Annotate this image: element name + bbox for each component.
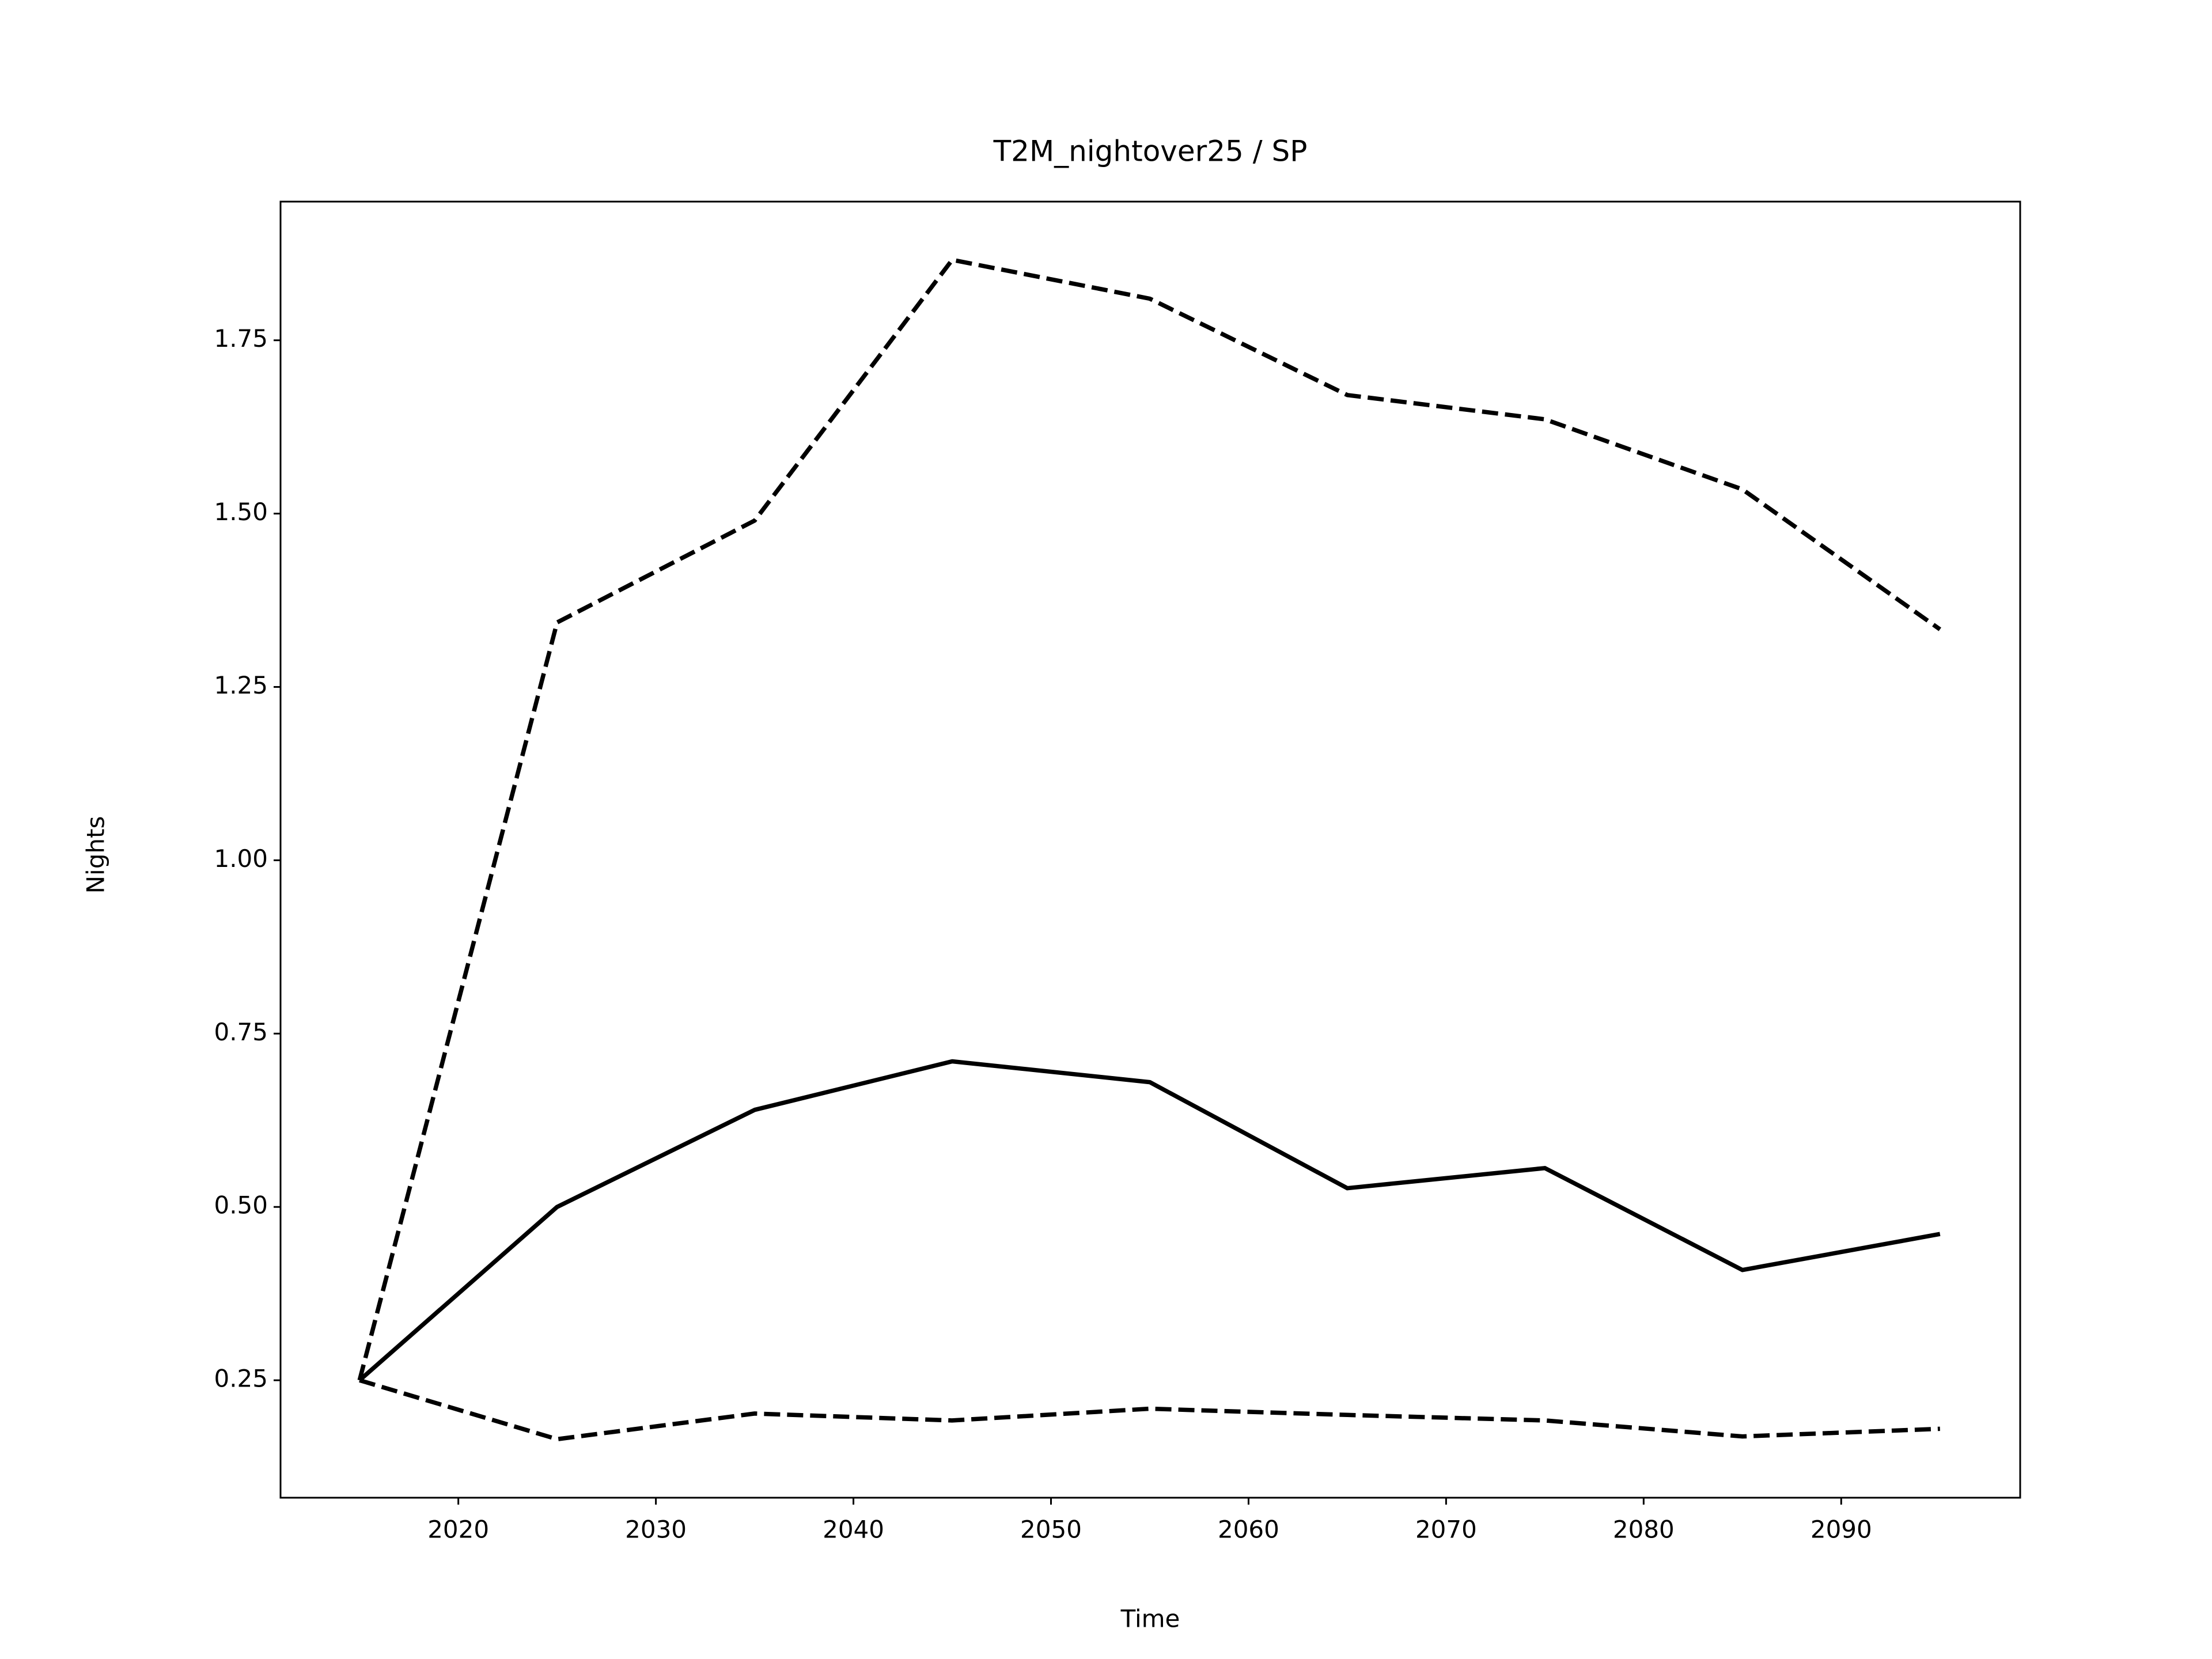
y-tick-label: 0.50 bbox=[214, 1191, 268, 1219]
x-tick-label: 2080 bbox=[1613, 1516, 1675, 1544]
y-tick-label: 1.25 bbox=[214, 671, 268, 699]
line-series bbox=[358, 1059, 1941, 1382]
chart-title: T2M_nightover25 / SP bbox=[993, 135, 1308, 168]
y-tick-label: 1.00 bbox=[214, 844, 268, 873]
x-tick-label: 2060 bbox=[1218, 1516, 1279, 1544]
line-series bbox=[359, 1378, 1940, 1442]
y-tick-label: 1.75 bbox=[214, 324, 268, 353]
x-tick-label: 2050 bbox=[1020, 1516, 1082, 1544]
y-tick-label: 0.75 bbox=[214, 1018, 268, 1046]
x-tick-label: 2020 bbox=[427, 1516, 489, 1544]
x-tick-label: 2030 bbox=[625, 1516, 687, 1544]
x-tick-label: 2090 bbox=[1810, 1516, 1872, 1544]
line-series bbox=[357, 257, 1941, 1381]
x-tick-label: 2040 bbox=[823, 1516, 884, 1544]
y-axis-label: Nights bbox=[82, 816, 110, 894]
x-axis-label: Time bbox=[1120, 1605, 1180, 1633]
y-tick-label: 1.50 bbox=[214, 498, 268, 526]
x-tick-label: 2070 bbox=[1415, 1516, 1477, 1544]
plot-frame bbox=[279, 200, 2021, 1499]
y-tick-label: 0.25 bbox=[214, 1365, 268, 1393]
